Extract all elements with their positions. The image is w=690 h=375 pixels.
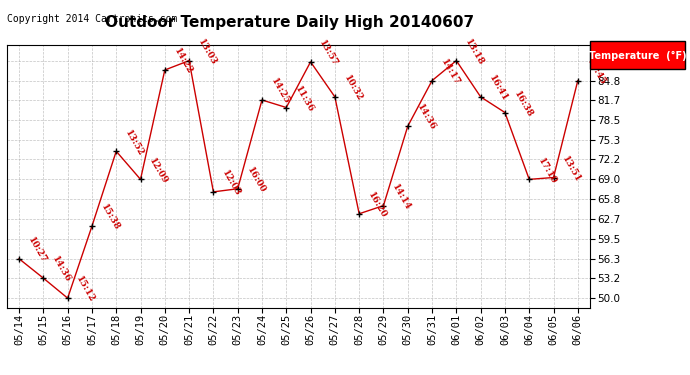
Text: 16:41: 16:41 xyxy=(488,74,510,103)
Text: 11:45: 11:45 xyxy=(584,57,607,87)
Text: 13:03: 13:03 xyxy=(196,38,218,67)
Text: Outdoor Temperature Daily High 20140607: Outdoor Temperature Daily High 20140607 xyxy=(106,15,474,30)
Text: Copyright 2014 Cartronics.com: Copyright 2014 Cartronics.com xyxy=(7,14,177,24)
Text: 14:25: 14:25 xyxy=(269,77,291,106)
Text: 14:22: 14:22 xyxy=(172,47,194,76)
Text: 12:09: 12:09 xyxy=(148,156,170,186)
Text: 16:00: 16:00 xyxy=(245,166,266,195)
Text: 10:27: 10:27 xyxy=(26,236,48,265)
Text: 14:17: 14:17 xyxy=(439,57,461,87)
Text: 10:32: 10:32 xyxy=(342,74,364,103)
Text: 15:12: 15:12 xyxy=(75,275,97,304)
Text: 16:38: 16:38 xyxy=(512,89,534,118)
Text: 14:14: 14:14 xyxy=(391,182,413,212)
Text: 13:18: 13:18 xyxy=(463,37,486,67)
Text: 17:10: 17:10 xyxy=(536,156,558,186)
Text: 13:57: 13:57 xyxy=(317,39,339,68)
Text: 11:36: 11:36 xyxy=(293,84,315,114)
Text: 13:51: 13:51 xyxy=(560,154,582,184)
Text: 13:52: 13:52 xyxy=(124,128,146,158)
Text: Temperature  (°F): Temperature (°F) xyxy=(589,51,687,60)
Text: 14:36: 14:36 xyxy=(415,103,437,132)
Text: 12:03: 12:03 xyxy=(220,169,242,198)
Text: 15:38: 15:38 xyxy=(99,203,121,232)
Text: 16:20: 16:20 xyxy=(366,190,388,220)
Text: 14:36: 14:36 xyxy=(50,255,72,284)
